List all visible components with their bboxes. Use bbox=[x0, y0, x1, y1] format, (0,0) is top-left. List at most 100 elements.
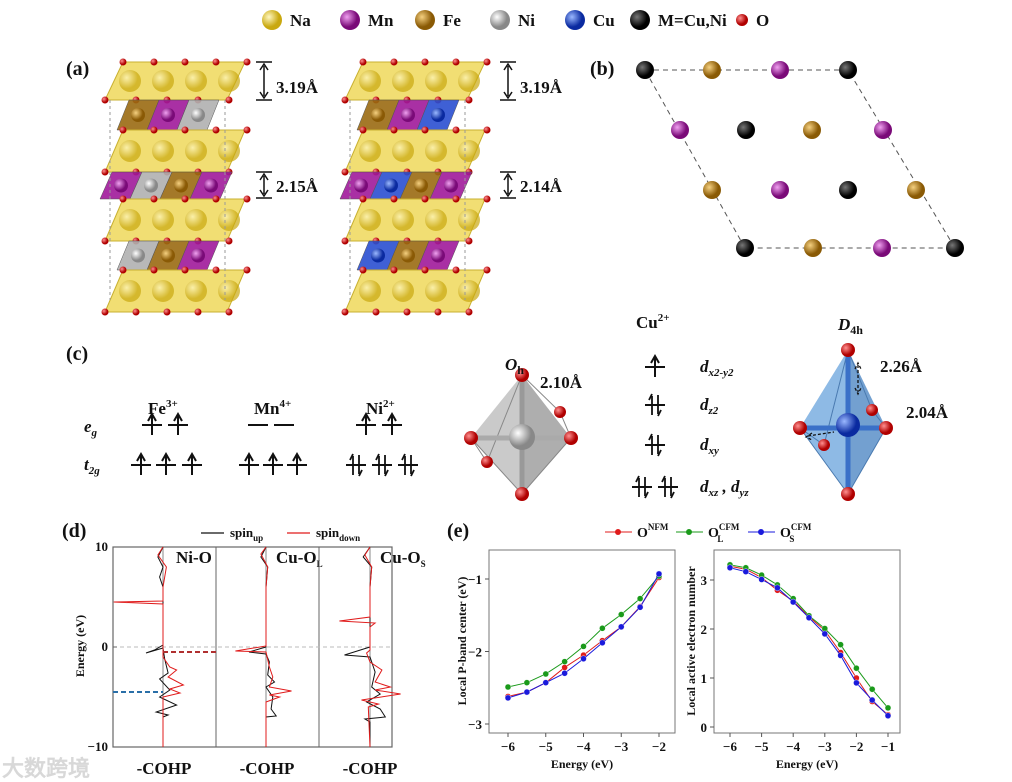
m-atom bbox=[946, 239, 964, 257]
oh-octahedron bbox=[464, 368, 578, 501]
na-atom bbox=[392, 140, 414, 162]
oh-bond-length: 2.10Å bbox=[540, 373, 583, 392]
spin-up-arrow bbox=[239, 451, 259, 475]
series-line bbox=[507, 577, 660, 697]
data-point bbox=[884, 712, 892, 719]
fe-atom bbox=[803, 121, 821, 139]
o-atom bbox=[390, 195, 398, 203]
spin-up-arrow bbox=[142, 411, 162, 435]
na-atom bbox=[359, 209, 381, 231]
xtick-label: −1 bbox=[881, 739, 895, 754]
o-atom bbox=[359, 195, 367, 203]
subplot-title-ni-o: Ni-O bbox=[176, 548, 212, 567]
slab-bracket-right bbox=[500, 171, 516, 199]
data-point bbox=[853, 679, 860, 687]
mn-atom bbox=[191, 248, 205, 263]
na-atom bbox=[119, 280, 141, 302]
ytick-label: 1 bbox=[701, 671, 708, 686]
na-atom bbox=[458, 280, 480, 302]
svg-text:Ni: Ni bbox=[518, 11, 535, 30]
mn-atom bbox=[161, 108, 175, 122]
fe-atom bbox=[371, 108, 385, 122]
mn-swatch bbox=[340, 10, 360, 30]
o-atom bbox=[243, 195, 251, 203]
legend-item-cu: Cu bbox=[565, 10, 615, 30]
legend-item-mn: Mn bbox=[340, 10, 394, 30]
atom-legend: Na Mn Fe Ni Cu M=Cu,Ni O bbox=[262, 10, 769, 30]
o-atom bbox=[150, 266, 158, 274]
legend-item-ni: Ni bbox=[490, 10, 535, 30]
svg-text:Mn: Mn bbox=[368, 11, 394, 30]
spin-up-arrow bbox=[645, 353, 665, 377]
orbital-dz2: dz2 bbox=[700, 395, 719, 417]
na-atom bbox=[458, 140, 480, 162]
oh-label: Oh bbox=[505, 355, 524, 377]
data-point bbox=[774, 584, 781, 592]
o-atom bbox=[181, 266, 189, 274]
d4h-octahedron bbox=[793, 343, 893, 501]
o-atom bbox=[101, 168, 109, 176]
slab-distance-left: 2.15Å bbox=[276, 177, 319, 196]
na-atom bbox=[185, 140, 207, 162]
data-point bbox=[542, 670, 549, 678]
ni-atom bbox=[144, 178, 158, 193]
o-atom bbox=[150, 58, 158, 66]
mn-atom bbox=[444, 178, 458, 193]
o-atom bbox=[359, 266, 367, 274]
orbital-dx2y2: dx2-y2 bbox=[700, 357, 734, 379]
interlayer-bracket-left bbox=[256, 61, 272, 101]
o-atom bbox=[212, 266, 220, 274]
spin-pair-arrows bbox=[632, 475, 652, 499]
o-atom bbox=[119, 266, 127, 274]
o-atom bbox=[225, 237, 233, 245]
data-point bbox=[561, 664, 568, 671]
na-atom bbox=[425, 209, 447, 231]
xtick-label: −2 bbox=[849, 739, 863, 754]
series-line bbox=[729, 567, 889, 717]
slab-bracket-left bbox=[256, 171, 272, 199]
cohp-legend: spinup spindown bbox=[201, 525, 360, 543]
mn-atom bbox=[204, 178, 218, 193]
o-atom bbox=[181, 126, 189, 134]
data-point bbox=[523, 679, 531, 686]
ytick: −10 bbox=[88, 739, 108, 754]
data-point bbox=[821, 625, 828, 632]
pband-xlabel: Energy (eV) bbox=[551, 757, 613, 771]
fe-atom bbox=[401, 248, 415, 263]
na-atom bbox=[425, 140, 447, 162]
o-atom bbox=[452, 266, 460, 274]
spin-up-arrow bbox=[131, 451, 151, 475]
na-atom bbox=[392, 209, 414, 231]
data-point bbox=[504, 683, 512, 691]
o-atom bbox=[359, 126, 367, 134]
na-swatch bbox=[262, 10, 282, 30]
data-point bbox=[805, 614, 813, 621]
fe-swatch bbox=[415, 10, 435, 30]
na-atom bbox=[119, 209, 141, 231]
o-atom bbox=[421, 58, 429, 66]
spin-up-arrow bbox=[168, 411, 188, 435]
legend-marker-os bbox=[758, 529, 764, 535]
o-atom bbox=[483, 126, 491, 134]
o-atom bbox=[212, 126, 220, 134]
legend-spin-up: spinup bbox=[230, 525, 263, 543]
o-atom bbox=[163, 308, 171, 316]
fe-atom bbox=[703, 181, 721, 199]
svg-text:O: O bbox=[756, 11, 769, 30]
na-atom bbox=[392, 70, 414, 92]
fe-atom bbox=[804, 239, 822, 257]
o-atom bbox=[403, 308, 411, 316]
interlayer-distance-left: 3.19Å bbox=[276, 78, 319, 97]
o-atom bbox=[390, 126, 398, 134]
fe-atom bbox=[131, 108, 145, 122]
cohp-ylabel: Energy (eV) bbox=[73, 615, 87, 677]
data-point bbox=[790, 598, 797, 606]
cohp-chart: spinup spindown Energy (eV) 10 0 −10 -CO… bbox=[73, 525, 426, 778]
data-point bbox=[599, 625, 606, 632]
orbital-dxz-dyz: dxz , dyz bbox=[700, 477, 749, 499]
cohp-xlabel-2: -COHP bbox=[240, 759, 295, 778]
o-atom bbox=[341, 308, 349, 316]
structure-nfm bbox=[99, 58, 251, 316]
ion-ni2: Ni2+ bbox=[366, 398, 395, 418]
o-atom bbox=[341, 237, 349, 245]
